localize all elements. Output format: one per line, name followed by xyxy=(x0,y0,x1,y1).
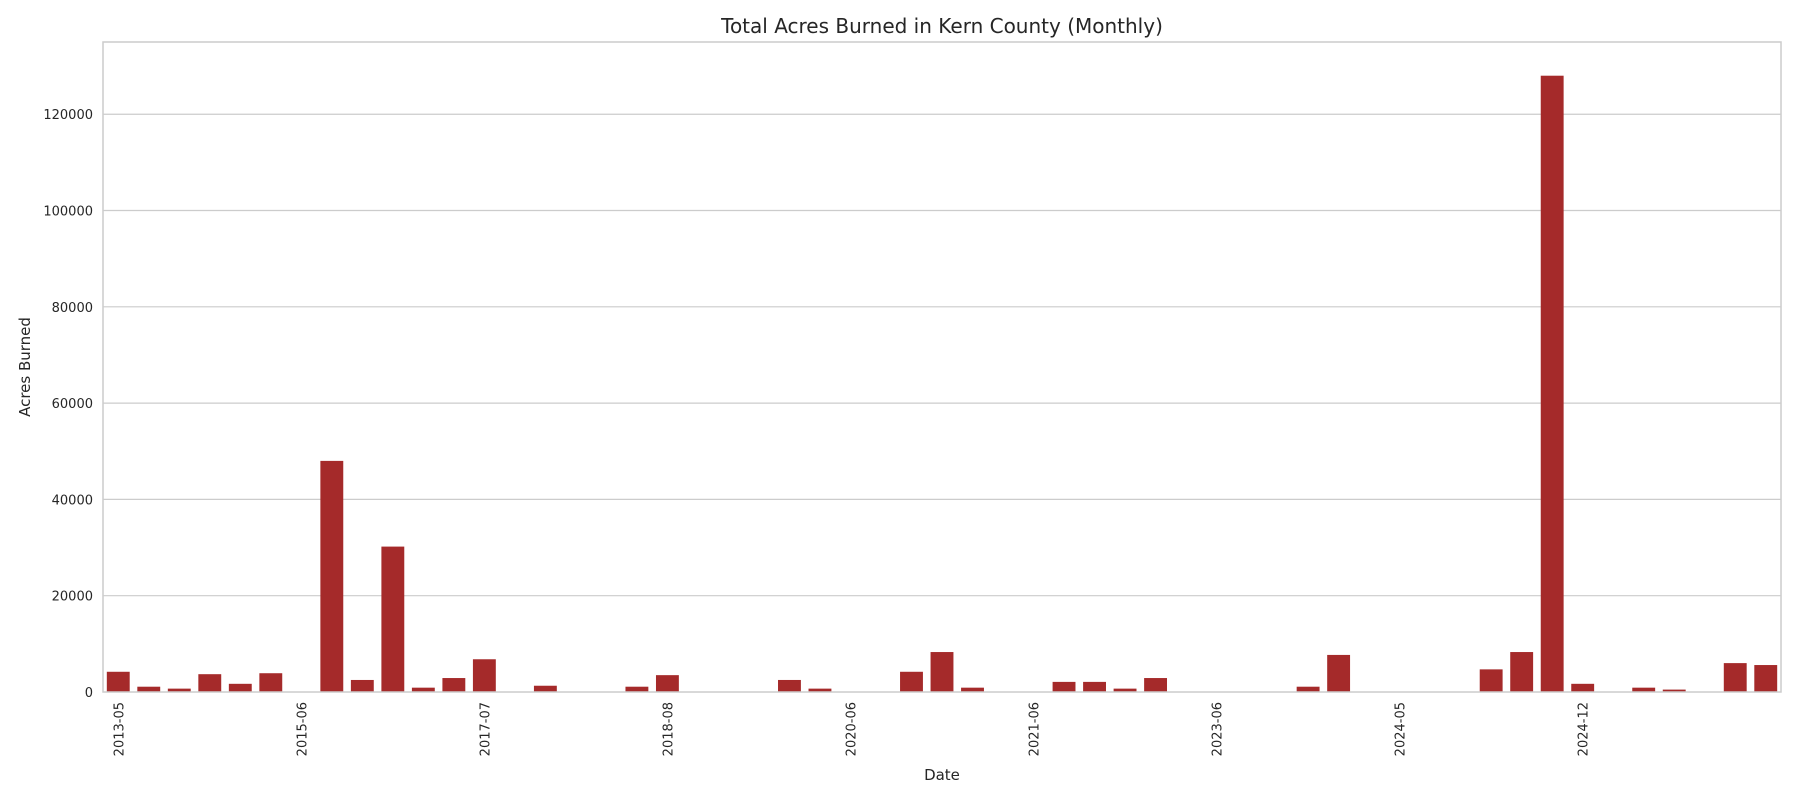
y-tick-label: 100000 xyxy=(43,205,93,220)
bar xyxy=(259,673,283,692)
x-tick-label: 2017-07 xyxy=(478,702,493,756)
x-tick-label: 2021-06 xyxy=(1028,702,1043,756)
bar xyxy=(1540,75,1564,692)
chart-title: Total Acres Burned in Kern County (Month… xyxy=(720,14,1163,38)
bar xyxy=(1296,686,1320,692)
x-tick-label: 2023-06 xyxy=(1211,702,1226,756)
bar xyxy=(472,659,496,692)
bar xyxy=(198,674,222,692)
x-axis-ticks: 2013-05 2015-06 2017-07 2018-08 2020-06 2021-… xyxy=(112,702,1591,756)
bar xyxy=(1327,654,1351,692)
bar xyxy=(228,683,252,692)
bar xyxy=(961,687,984,692)
bar xyxy=(1083,681,1106,692)
bar xyxy=(1571,683,1595,692)
bar xyxy=(411,687,435,692)
bar xyxy=(137,686,161,692)
x-tick-label: 2020-06 xyxy=(844,702,859,756)
bar xyxy=(106,671,130,692)
bar xyxy=(381,546,405,692)
x-axis-title: Date xyxy=(924,766,960,784)
bar xyxy=(533,685,557,692)
y-axis-title: Acres Burned xyxy=(16,317,34,417)
bar xyxy=(930,652,954,692)
y-tick-label: 20000 xyxy=(52,590,93,605)
bar xyxy=(655,675,679,692)
bars-group xyxy=(106,75,1778,692)
bar xyxy=(1723,663,1747,692)
x-tick-label: 2024-05 xyxy=(1394,702,1409,756)
bar xyxy=(1479,669,1503,692)
bar xyxy=(320,460,344,692)
bar xyxy=(808,688,832,692)
bar xyxy=(1052,681,1076,692)
bar xyxy=(625,686,649,692)
bar xyxy=(1662,689,1686,692)
y-tick-label: 80000 xyxy=(52,301,93,316)
bar xyxy=(167,688,191,692)
bar xyxy=(1113,688,1137,692)
y-axis-ticks: 0 20000 40000 60000 80000 100000 120000 xyxy=(43,108,93,701)
bar xyxy=(900,671,923,692)
y-tick-label: 60000 xyxy=(52,397,93,412)
bar xyxy=(1632,687,1656,692)
x-tick-label: 2024-12 xyxy=(1577,702,1592,756)
grid-lines xyxy=(103,113,1781,597)
plot-frame xyxy=(102,41,1782,693)
bar xyxy=(778,679,801,692)
bar xyxy=(1144,678,1168,692)
x-tick-label: 2018-08 xyxy=(661,702,676,756)
x-tick-label: 2013-05 xyxy=(112,702,127,756)
y-tick-label: 40000 xyxy=(52,493,93,508)
bar xyxy=(1754,665,1778,692)
x-tick-label: 2015-06 xyxy=(295,702,310,756)
y-tick-label: 0 xyxy=(85,686,93,701)
bar xyxy=(442,678,466,692)
bar xyxy=(1510,652,1534,692)
bar xyxy=(350,679,374,692)
y-tick-label: 120000 xyxy=(43,108,93,123)
